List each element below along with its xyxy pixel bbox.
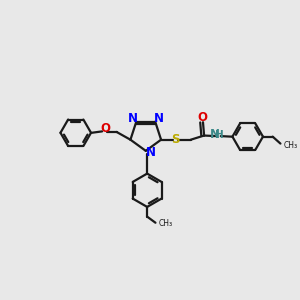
- Text: H: H: [215, 130, 224, 140]
- Text: CH₃: CH₃: [283, 141, 297, 150]
- Text: N: N: [146, 146, 156, 159]
- Text: CH₃: CH₃: [159, 219, 173, 228]
- Text: N: N: [128, 112, 137, 125]
- Text: O: O: [100, 122, 110, 135]
- Text: N: N: [210, 128, 220, 142]
- Text: O: O: [197, 111, 207, 124]
- Text: N: N: [154, 112, 164, 125]
- Text: S: S: [171, 133, 180, 146]
